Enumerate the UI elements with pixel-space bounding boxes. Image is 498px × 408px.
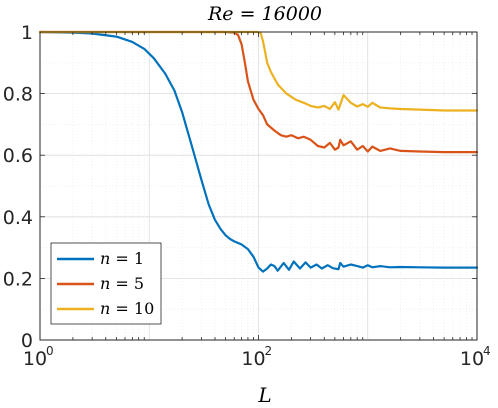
- y-tick-label: 0.2: [3, 268, 33, 290]
- y-tick-label: 0: [21, 330, 33, 352]
- legend: n = 1 n = 5 n = 10: [50, 242, 162, 325]
- y-tick-label: 0.8: [3, 84, 33, 106]
- series-line-2: [38, 30, 479, 154]
- legend-label: n = 10: [100, 299, 154, 318]
- legend-label: n = 5: [100, 274, 144, 293]
- x-tick-label: 10: [460, 348, 484, 370]
- y-tick-label: 0.6: [3, 145, 33, 167]
- series-line-3: [38, 30, 479, 112]
- x-tick-exponent: 0: [46, 344, 54, 358]
- series-group: [38, 30, 479, 273]
- x-tick-exponent: 4: [483, 344, 491, 358]
- chart-title: Re = 16000: [207, 3, 322, 25]
- y-tick-label: 0.4: [3, 207, 33, 229]
- x-tick-label: 10: [241, 348, 265, 370]
- x-tick-exponent: 2: [265, 344, 273, 358]
- x-tick-label: 10: [23, 348, 47, 370]
- x-axis-label: L: [257, 383, 271, 407]
- legend-label: n = 1: [100, 249, 144, 268]
- series-line-1: [38, 30, 479, 273]
- y-tick-label: 1: [21, 22, 33, 44]
